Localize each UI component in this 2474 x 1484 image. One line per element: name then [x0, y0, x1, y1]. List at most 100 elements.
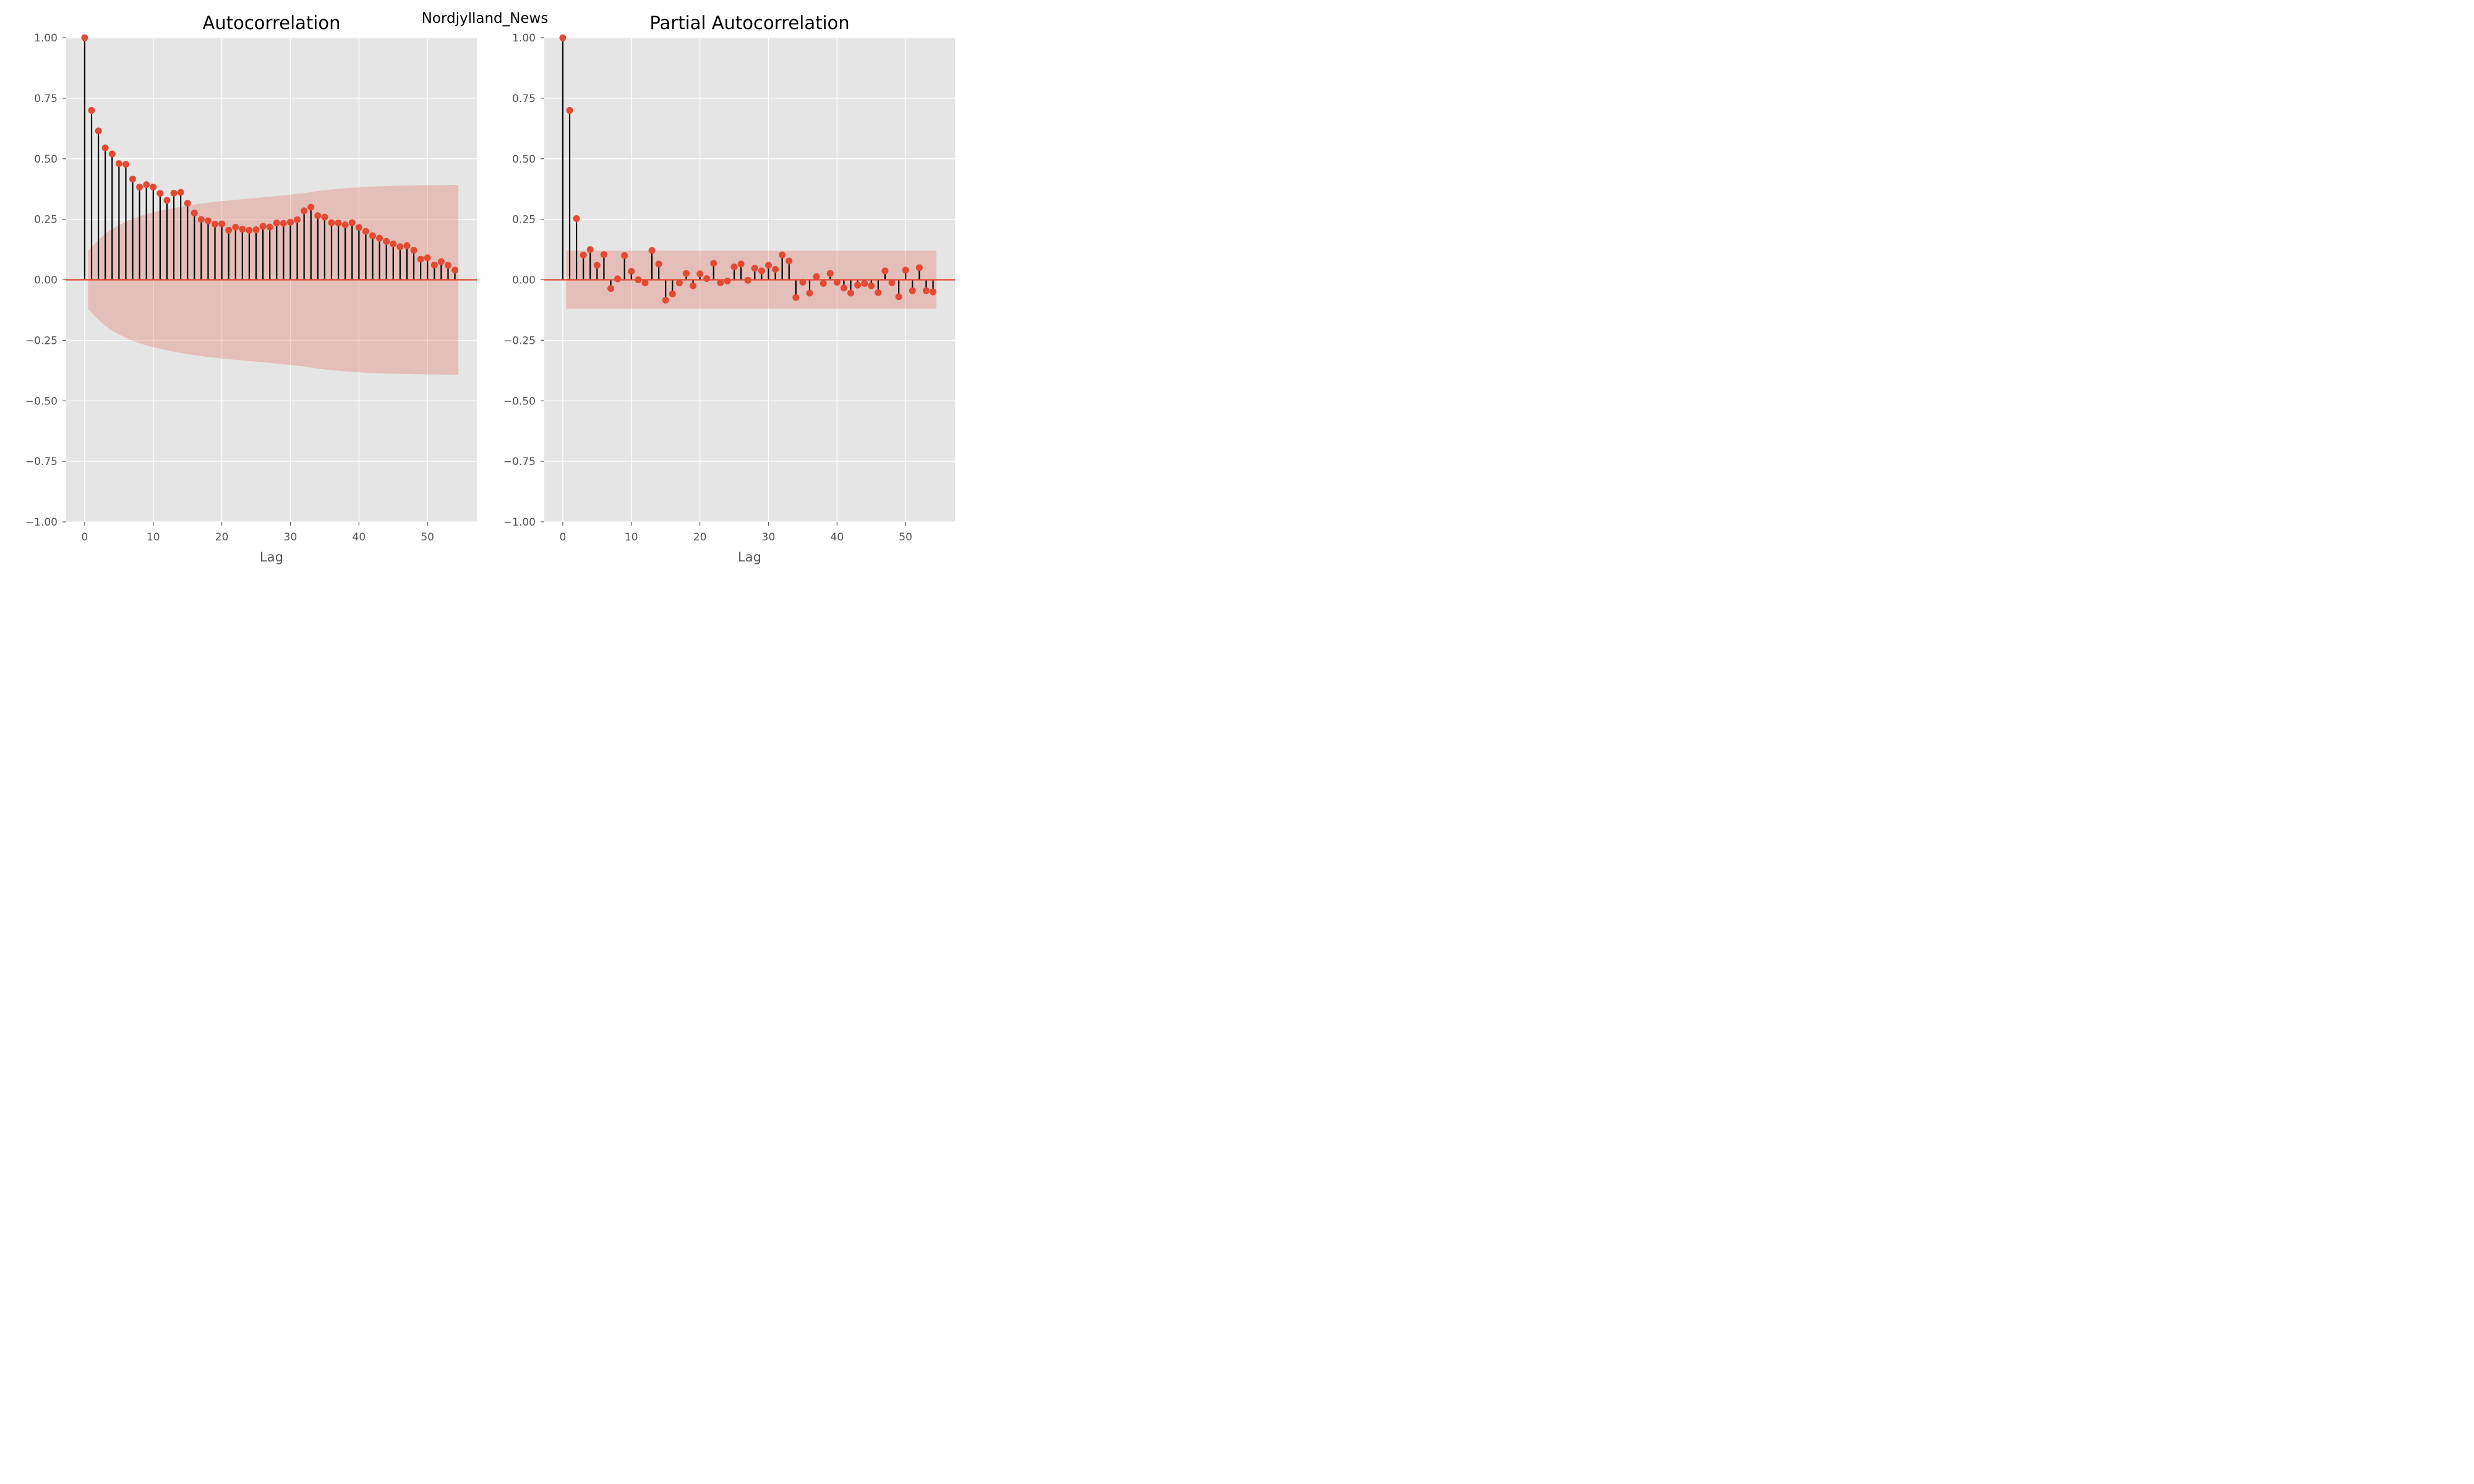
pacf-x-tick-label: 30 — [762, 531, 776, 544]
pacf-marker-lag-40 — [833, 278, 841, 286]
acf-y-tick-label: 0.50 — [34, 153, 58, 166]
acf-marker-lag-36 — [328, 219, 335, 226]
acf-marker-lag-45 — [390, 241, 397, 248]
acf-marker-lag-24 — [246, 226, 253, 234]
acf-marker-lag-48 — [410, 247, 417, 254]
acf-marker-lag-30 — [286, 218, 294, 226]
pacf-marker-lag-48 — [888, 279, 896, 286]
pacf-marker-lag-52 — [915, 264, 923, 271]
pacf-marker-lag-20 — [696, 270, 704, 278]
acf-marker-lag-3 — [101, 144, 109, 151]
acf-marker-lag-1 — [88, 106, 95, 114]
pacf-x-tick-label: 40 — [831, 531, 844, 544]
pacf-y-tick-label: −0.75 — [503, 456, 536, 468]
acf-marker-lag-11 — [156, 190, 164, 197]
pacf-marker-lag-35 — [799, 278, 807, 286]
pacf-marker-lag-54 — [930, 288, 937, 296]
acf-x-tick-label: 20 — [215, 531, 229, 544]
acf-marker-lag-31 — [294, 216, 301, 223]
acf-marker-lag-21 — [225, 226, 233, 234]
acf-marker-lag-50 — [424, 254, 431, 262]
pacf-marker-lag-36 — [806, 289, 813, 297]
pacf-marker-lag-18 — [682, 270, 690, 277]
acf-x-tick-label: 0 — [82, 531, 88, 544]
acf-y-tick-label: −1.00 — [25, 516, 58, 529]
acf-marker-lag-53 — [444, 262, 452, 269]
acf-y-tick-label: −0.25 — [25, 335, 58, 347]
acf-marker-lag-37 — [335, 219, 342, 226]
acf-y-tick-label: 0.25 — [34, 214, 58, 226]
pacf-marker-lag-53 — [922, 287, 930, 294]
acf-marker-lag-12 — [163, 197, 171, 204]
pacf-marker-lag-50 — [902, 267, 909, 274]
pacf-marker-lag-47 — [881, 267, 889, 275]
acf-marker-lag-8 — [136, 184, 143, 191]
acf-marker-lag-32 — [301, 207, 308, 215]
acf-marker-lag-51 — [430, 262, 438, 269]
acf-marker-lag-18 — [204, 217, 212, 224]
pacf-marker-lag-11 — [635, 276, 642, 283]
pacf-y-tick-label: 0.25 — [512, 214, 536, 226]
acf-marker-lag-34 — [314, 212, 322, 220]
acf-marker-lag-9 — [143, 181, 150, 189]
pacf-marker-lag-30 — [764, 262, 772, 269]
acf-marker-lag-43 — [376, 234, 383, 242]
acf-y-tick-label: 0.75 — [34, 93, 58, 105]
pacf-x-tick-label: 0 — [560, 531, 567, 544]
pacf-y-tick-label: 0.75 — [512, 93, 536, 105]
acf-marker-lag-19 — [212, 220, 219, 228]
pacf-marker-lag-38 — [820, 279, 827, 287]
pacf-marker-lag-8 — [614, 275, 622, 283]
pacf-marker-lag-27 — [744, 276, 751, 284]
pacf-marker-lag-0 — [559, 34, 567, 41]
acf-marker-lag-10 — [150, 184, 157, 191]
acf-x-tick-label: 50 — [421, 531, 434, 544]
acf-marker-lag-47 — [403, 242, 411, 249]
acf-marker-lag-7 — [129, 176, 137, 183]
acf-x-tick-label: 40 — [353, 531, 366, 544]
pacf-marker-lag-37 — [813, 273, 820, 280]
acf-marker-lag-2 — [95, 127, 102, 135]
pacf-marker-lag-22 — [710, 260, 717, 267]
pacf-marker-lag-41 — [840, 284, 847, 292]
pacf-marker-lag-31 — [772, 266, 779, 273]
pacf-y-tick-label: 0.50 — [512, 153, 536, 166]
acf-marker-lag-25 — [252, 226, 260, 233]
pacf-marker-lag-17 — [675, 279, 683, 287]
acf-marker-lag-4 — [108, 150, 116, 158]
acf-marker-lag-49 — [417, 255, 424, 263]
acf-marker-lag-41 — [362, 228, 369, 235]
pacf-y-tick-label: 0.00 — [512, 275, 536, 287]
pacf-panel: 0 10 20 30 40 50 1.00 0.75 0.50 0.25 0.00 −0.25 −0.5… — [503, 12, 955, 565]
acf-marker-lag-46 — [396, 243, 404, 250]
acf-marker-lag-5 — [115, 160, 122, 168]
pacf-marker-lag-5 — [593, 262, 601, 269]
pacf-marker-lag-24 — [724, 277, 731, 284]
acf-y-tick-label: 1.00 — [34, 32, 58, 45]
acf-marker-lag-27 — [266, 223, 273, 231]
acf-marker-lag-35 — [321, 213, 328, 221]
pacf-marker-lag-46 — [875, 289, 882, 296]
acf-marker-lag-26 — [259, 223, 267, 230]
pacf-marker-lag-2 — [573, 215, 580, 222]
acf-marker-lag-40 — [355, 224, 362, 231]
acf-y-tick-label: 0.00 — [34, 275, 58, 287]
figure-suptitle: Nordjylland_News — [422, 11, 549, 27]
pacf-x-tick-label: 10 — [625, 531, 638, 544]
pacf-marker-lag-32 — [779, 251, 786, 258]
pacf-marker-lag-23 — [717, 279, 724, 286]
pacf-y-tick-label: −0.25 — [503, 335, 536, 347]
pacf-marker-lag-6 — [600, 251, 607, 258]
pacf-marker-lag-49 — [895, 293, 902, 301]
acf-marker-lag-29 — [280, 220, 287, 227]
pacf-marker-lag-42 — [847, 289, 855, 297]
pacf-marker-lag-33 — [785, 257, 793, 265]
pacf-marker-lag-3 — [580, 252, 587, 259]
acf-panel-title: Autocorrelation — [203, 12, 341, 33]
acf-panel: 0 10 20 30 40 50 1.00 0.75 0.50 0.25 0.00 −0.25 −0.5… — [25, 12, 477, 565]
acf-marker-lag-0 — [81, 34, 88, 41]
acf-marker-lag-38 — [341, 221, 349, 229]
pacf-marker-lag-12 — [641, 279, 649, 287]
pacf-marker-lag-34 — [792, 294, 800, 301]
pacf-marker-lag-39 — [826, 270, 834, 277]
